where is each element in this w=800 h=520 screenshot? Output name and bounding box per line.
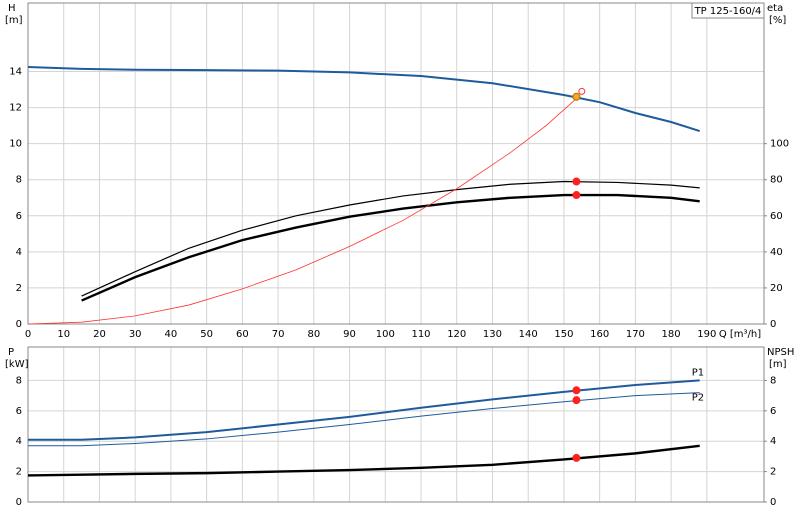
curve: [27, 66, 700, 132]
x-tick-label: 150: [554, 329, 573, 340]
x-tick-label: 80: [307, 329, 320, 340]
y-axis-unit: [kW]: [5, 359, 29, 370]
y2-axis-label: eta: [767, 3, 783, 14]
duty-point: [572, 453, 581, 462]
y2-tick-label: 40: [770, 247, 783, 258]
x-tick-label: 100: [376, 329, 395, 340]
y2-axis-label: NPSH: [767, 347, 794, 358]
series-label: P2: [692, 393, 704, 404]
x-tick-label: 20: [93, 329, 106, 340]
duty-point: [578, 87, 586, 95]
y-axis-label: H: [8, 3, 16, 14]
x-tick-label: 60: [236, 329, 249, 340]
y2-tick-label: 20: [770, 283, 783, 294]
duty-point: [572, 396, 581, 405]
x-tick-label: 130: [483, 329, 502, 340]
curve: [27, 444, 700, 477]
curve: [28, 379, 700, 441]
duty-point: [572, 92, 581, 101]
y-tick-label: 6: [16, 211, 22, 222]
y-tick-label: 8: [16, 375, 22, 386]
y2-tick-label: 4: [770, 436, 776, 447]
y-tick-label: 4: [16, 247, 22, 258]
chart-label: TP 125-160/4: [694, 6, 762, 17]
y-tick-label: 12: [9, 103, 22, 114]
legend-box: [691, 2, 765, 19]
y2-tick-label: 2: [770, 467, 776, 478]
y-tick-label: 8: [16, 175, 22, 186]
x-tick-label: 110: [411, 329, 430, 340]
y-tick-label: 14: [9, 67, 22, 78]
x-tick-label: 40: [165, 329, 178, 340]
y-axis-unit: [m]: [5, 15, 23, 26]
y2-tick-label: 0: [770, 497, 776, 508]
x-tick-label: 50: [200, 329, 213, 340]
y2-tick-label: 80: [770, 175, 783, 186]
y2-tick-label: 100: [770, 139, 789, 150]
y-tick-label: 2: [16, 467, 22, 478]
x-tick-label: 90: [343, 329, 356, 340]
curve: [28, 392, 700, 447]
x-tick-label: 180: [662, 329, 681, 340]
x-tick-label: 140: [519, 329, 538, 340]
curve: [81, 180, 700, 297]
x-tick-label: 10: [57, 329, 70, 340]
x-tick-label: 170: [626, 329, 645, 340]
y2-tick-label: 8: [770, 375, 776, 386]
x-tick-label: 0: [25, 329, 31, 340]
plot-frame: [27, 2, 765, 325]
y2-tick-label: 60: [770, 211, 783, 222]
y-tick-label: 0: [16, 319, 22, 330]
x-tick-label: 160: [590, 329, 609, 340]
y2-tick-label: 6: [770, 406, 776, 417]
duty-point: [572, 177, 581, 186]
duty-point: [572, 191, 581, 200]
series-label: P1: [692, 367, 704, 378]
x-tick-label: 190: [697, 329, 716, 340]
duty-point: [572, 386, 581, 395]
x-axis-label: Q [m³/h]: [719, 329, 761, 340]
y2-tick-label: 0: [770, 319, 776, 330]
y-tick-label: 0: [16, 497, 22, 508]
plot-frame: [27, 346, 765, 503]
y-tick-label: 10: [9, 139, 22, 150]
curve: [27, 98, 577, 325]
y-axis-label: P: [8, 347, 14, 358]
x-tick-label: 70: [272, 329, 285, 340]
curve: [81, 193, 700, 302]
y2-axis-unit: [%]: [769, 15, 786, 26]
y-tick-label: 2: [16, 283, 22, 294]
y-tick-label: 4: [16, 436, 22, 447]
x-tick-label: 120: [447, 329, 466, 340]
y-tick-label: 6: [16, 406, 22, 417]
x-tick-label: 30: [129, 329, 142, 340]
y2-axis-unit: [m]: [769, 359, 787, 370]
